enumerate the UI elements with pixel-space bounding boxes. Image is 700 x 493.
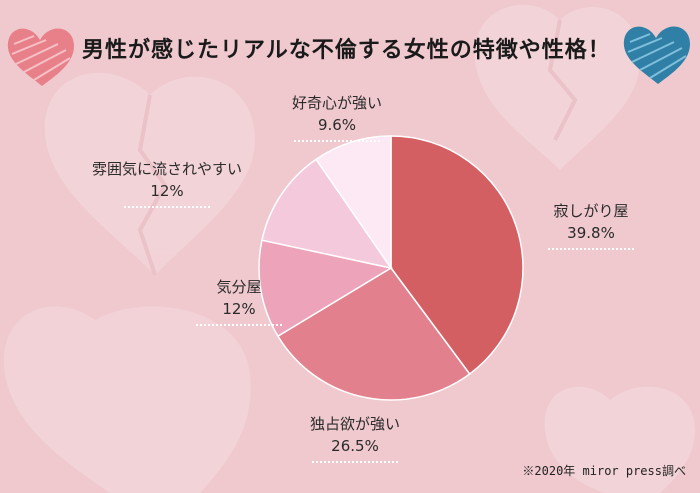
pie-slice-0 [390, 135, 524, 376]
source-note: ※2020年 miror press調べ [522, 464, 686, 478]
slice-percent: 12% [222, 300, 256, 318]
broken-heart-icon [3, 306, 251, 493]
broken-heart-icon [44, 72, 255, 275]
pie-chart [258, 135, 524, 401]
dotted-underline [196, 324, 282, 326]
slice-percent: 39.8% [567, 224, 615, 242]
pie-slice-1 [276, 267, 471, 401]
pie-slice-3 [261, 158, 393, 270]
background-heart-cracks [137, 19, 578, 276]
broken-heart-icon [544, 386, 695, 493]
slice-percent: 26.5% [331, 437, 379, 455]
slice-label-kokishin: 好奇心が強い 9.6% [292, 92, 382, 142]
dotted-underline [294, 140, 380, 142]
background-hearts [3, 4, 695, 493]
slice-name: 寂しがり屋 [553, 202, 629, 220]
slice-name: 好奇心が強い [292, 94, 383, 112]
blue-heart-icon [623, 26, 690, 84]
slice-percent: 9.6% [317, 116, 357, 134]
pie-slice-4 [315, 135, 392, 271]
slice-name: 雰囲気に流されやすい [92, 160, 243, 178]
dotted-underline [548, 248, 634, 250]
slice-name: 独占欲が強い [310, 415, 401, 433]
page-title: 男性が感じたリアルな不倫する女性の特徴や性格！ [82, 38, 611, 63]
pink-heart-icon [7, 28, 74, 86]
broken-heart-icon [474, 4, 640, 170]
slice-label-sabishigariya: 寂しがり屋 39.8% [548, 200, 634, 250]
pie-slice-2 [258, 239, 394, 338]
slice-label-funiki: 雰囲気に流されやすい 12% [92, 158, 242, 208]
slice-name: 気分屋 [216, 278, 262, 296]
dotted-underline [124, 206, 210, 208]
slice-percent: 12% [150, 182, 184, 200]
slice-label-kibunya: 気分屋 12% [196, 276, 282, 326]
dotted-underline [312, 461, 398, 463]
slice-label-dokusenyoku: 独占欲が強い 26.5% [310, 413, 400, 463]
